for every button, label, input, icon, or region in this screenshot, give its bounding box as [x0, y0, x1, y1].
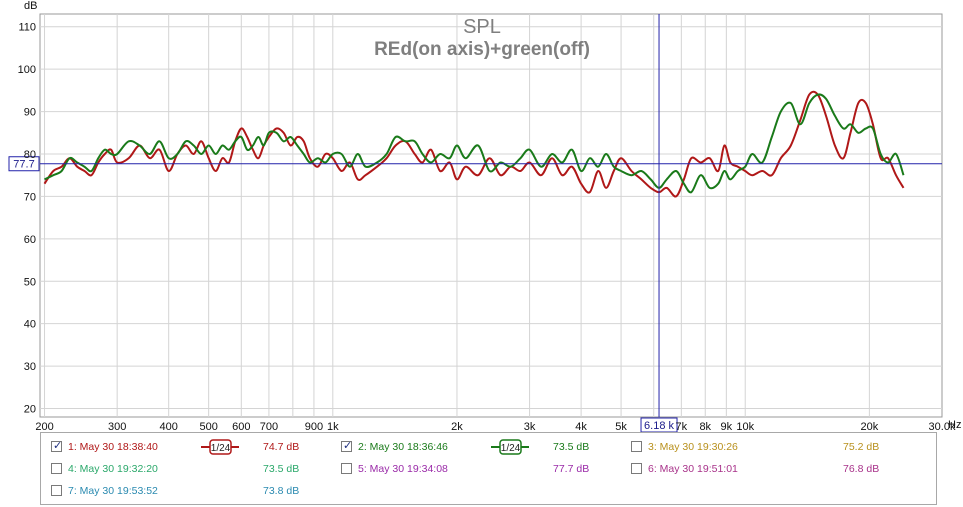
series-line-1 — [43, 90, 905, 198]
legend-value: 73.8 dB — [263, 485, 300, 497]
series-line-2 — [44, 93, 905, 194]
chart-subtitle: REd(on axis)+green(off) — [374, 39, 590, 60]
legend-item: 1: May 30 18:38:40 1/24 74.7 dB — [51, 438, 331, 455]
legend-item: 6: May 30 19:51:01 76.8 dB — [631, 461, 911, 477]
legend-item: 3: May 30 19:30:26 75.2 dB — [631, 439, 911, 455]
spl-chart: 77.7 6.18 k 20 30 40 50 60 70 80 90 100 110 200 300… — [8, 0, 961, 432]
legend-checkbox[interactable] — [341, 463, 352, 474]
legend-value: 75.2 dB — [843, 441, 880, 453]
x-tick-label: 300 — [108, 421, 126, 432]
x-tick-label: 20k — [861, 421, 879, 432]
y-tick-label: 20 — [24, 404, 36, 416]
y-tick-label: 110 — [18, 22, 36, 34]
x-tick-label: 10k — [736, 421, 754, 432]
legend-value: 76.8 dB — [843, 463, 880, 475]
legend-value: 73.5 dB — [263, 463, 300, 475]
cursor-x-box — [640, 417, 678, 432]
cursor-x-readout: 6.18 k — [644, 420, 674, 432]
legend-value: 73.5 dB — [553, 441, 590, 453]
legend-item: 2: May 30 18:36:46 1/24 73.5 dB — [341, 438, 621, 455]
x-tick-label: 7k — [676, 421, 688, 432]
legend-label: 7: May 30 19:53:52 — [68, 485, 158, 497]
legend-checkbox[interactable] — [51, 485, 62, 496]
smoothing-indicator[interactable]: 1/24 — [491, 439, 529, 455]
legend-panel: 1: May 30 18:38:40 1/24 74.7 dB 2: May 30 1… — [40, 432, 937, 505]
x-tick-label: 5k — [615, 421, 627, 432]
x-tick-label: 1k — [327, 421, 339, 432]
x-tick-label: 3k — [524, 421, 536, 432]
smoothing-box — [209, 439, 232, 455]
legend-checkbox[interactable] — [51, 438, 62, 454]
cursor-y-box — [8, 156, 40, 172]
cursor-layer: 77.7 6.18 k — [8, 14, 942, 432]
legend-item: 7: May 30 19:53:52 73.8 dB — [51, 483, 331, 499]
x-tick-label: 500 — [199, 421, 217, 432]
y-tick-labels: 20 30 40 50 60 70 80 90 100 110 — [18, 22, 36, 416]
smoothing-label: 1/24 — [501, 443, 521, 454]
y-tick-label: 80 — [24, 149, 36, 161]
x-tick-labels: 200 300 400 500 600 700 900 1k 2k 3k 4k 5k 7k 8k 9k 10k… — [35, 421, 956, 432]
legend-label: 6: May 30 19:51:01 — [648, 463, 738, 475]
y-axis-unit: dB — [24, 0, 37, 12]
legend-label: 1: May 30 18:38:40 — [68, 441, 158, 453]
legend-item: 5: May 30 19:34:08 77.7 dB — [341, 461, 621, 477]
x-tick-label: 8k — [699, 421, 711, 432]
x-tick-label: 400 — [160, 421, 178, 432]
series-layer — [43, 90, 905, 198]
legend-label: 2: May 30 18:36:46 — [358, 441, 448, 453]
plot-area[interactable] — [39, 13, 943, 418]
y-tick-label: 100 — [18, 64, 36, 76]
legend-value: 74.7 dB — [263, 441, 300, 453]
legend-item: 4: May 30 19:32:20 73.5 dB — [51, 461, 331, 477]
cursor-y-readout: 77.7 — [13, 159, 34, 171]
legend-checkbox[interactable] — [631, 463, 642, 474]
x-tick-label: 600 — [232, 421, 250, 432]
legend-checkbox[interactable] — [51, 463, 62, 474]
x-tick-label: 4k — [575, 421, 587, 432]
smoothing-box — [499, 439, 522, 455]
chart-title: SPL — [463, 16, 501, 38]
x-tick-label: 30.0k — [929, 421, 956, 432]
y-tick-label: 30 — [24, 361, 36, 373]
y-tick-label: 60 — [24, 234, 36, 246]
y-tick-label: 90 — [24, 107, 36, 119]
legend-value: 77.7 dB — [553, 463, 590, 475]
x-axis-unit: Hz — [948, 419, 961, 431]
legend-checkbox[interactable] — [341, 438, 352, 454]
x-tick-label: 9k — [721, 421, 733, 432]
smoothing-indicator[interactable]: 1/24 — [201, 439, 239, 455]
x-tick-label: 2k — [451, 421, 463, 432]
y-tick-label: 50 — [24, 276, 36, 288]
legend-label: 4: May 30 19:32:20 — [68, 463, 158, 475]
x-tick-label: 700 — [260, 421, 278, 432]
legend-checkbox[interactable] — [631, 441, 642, 452]
y-tick-label: 70 — [24, 191, 36, 203]
legend-label: 5: May 30 19:34:08 — [358, 463, 448, 475]
smoothing-label: 1/24 — [211, 443, 231, 454]
x-tick-label: 200 — [35, 421, 53, 432]
y-tick-label: 40 — [24, 319, 36, 331]
legend-label: 3: May 30 19:30:26 — [648, 441, 738, 453]
x-tick-label: 900 — [305, 421, 323, 432]
grid-lines — [40, 14, 942, 417]
